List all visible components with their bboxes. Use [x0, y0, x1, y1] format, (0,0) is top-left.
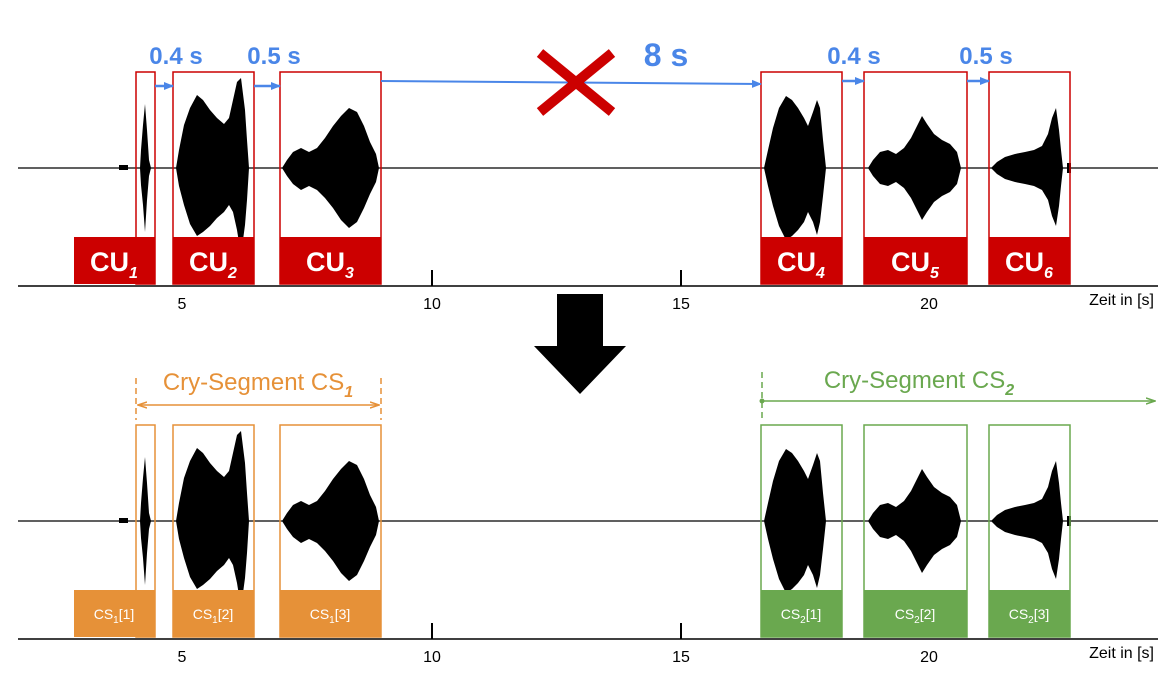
- top-tick-20: 20: [920, 296, 938, 313]
- top-waveform-6: [991, 108, 1063, 226]
- cs-label-1-2: CS1[2]: [193, 606, 234, 626]
- cs-label-2-2: CS2[2]: [895, 606, 936, 626]
- cu-label-5: CU5: [891, 247, 940, 282]
- bottom-waveform-4: [764, 449, 826, 593]
- gap-label-3: 8 s: [644, 37, 688, 73]
- top-tick-15: 15: [672, 296, 690, 313]
- top-axis-title: Zeit in [s]: [1089, 292, 1154, 309]
- top-waveform-3: [282, 108, 379, 228]
- gap-label-5: 0.5 s: [959, 43, 1012, 70]
- top-waveform-2: [176, 78, 249, 255]
- bottom-axis-title: Zeit in [s]: [1089, 645, 1154, 662]
- bottom-waveforms: [119, 431, 1071, 608]
- down-arrow-icon: [534, 294, 626, 394]
- cs2-segment-label: Cry-Segment CS2: [824, 367, 1014, 399]
- cs2-span: [761, 372, 1155, 420]
- cu-label-3: CU3: [306, 247, 354, 282]
- gap-label-2: 0.5 s: [247, 43, 300, 70]
- cs-label-2-1: CS2[1]: [781, 606, 822, 626]
- bottom-tick-10: 10: [423, 649, 441, 666]
- cu-label-4: CU4: [777, 247, 825, 282]
- gap-label-1: 0.4 s: [149, 43, 202, 70]
- bottom-waveform-2: [176, 431, 249, 608]
- cu-label-2: CU2: [189, 247, 237, 282]
- gap-label-4: 0.4 s: [827, 43, 880, 70]
- cs-label-1-3: CS1[3]: [310, 606, 351, 626]
- bottom-tick-5: 5: [178, 649, 187, 666]
- top-tick-5: 5: [178, 296, 187, 313]
- top-panel: CU1 CU2 CU3 CU4 CU5 CU6 0.4 s 0.5 s 8 s …: [18, 37, 1158, 313]
- cu-label-6: CU6: [1005, 247, 1053, 282]
- top-unit-labels: [74, 237, 1070, 284]
- bottom-waveform-6: [991, 461, 1063, 579]
- cs1-unit-labels: [74, 590, 381, 637]
- top-waveform-1: [140, 104, 151, 232]
- top-waveforms: [119, 78, 1071, 255]
- cs2-unit-labels: [761, 590, 1070, 637]
- top-waveform-4: [764, 96, 826, 240]
- bottom-tick-20: 20: [920, 649, 938, 666]
- top-tick-10: 10: [423, 296, 441, 313]
- bottom-waveform-5: [868, 469, 961, 573]
- cross-icon: [536, 49, 616, 116]
- cs-label-2-3: CS2[3]: [1009, 606, 1050, 626]
- top-waveform-5: [868, 116, 961, 220]
- cs1-span: [135, 378, 382, 420]
- bottom-axis-ticks: [431, 623, 682, 639]
- bottom-waveform-3: [282, 461, 379, 581]
- bottom-tick-15: 15: [672, 649, 690, 666]
- cs-label-1-1: CS1[1]: [94, 606, 135, 626]
- cu-label-1: CU1: [90, 247, 138, 282]
- cs1-segment-label: Cry-Segment CS1: [163, 369, 353, 401]
- bottom-panel: CS1[1] CS1[2] CS1[3] CS2[1] CS2[2] CS2[3…: [18, 367, 1158, 666]
- bottom-waveform-1: [140, 457, 151, 585]
- top-axis-ticks: [431, 270, 682, 286]
